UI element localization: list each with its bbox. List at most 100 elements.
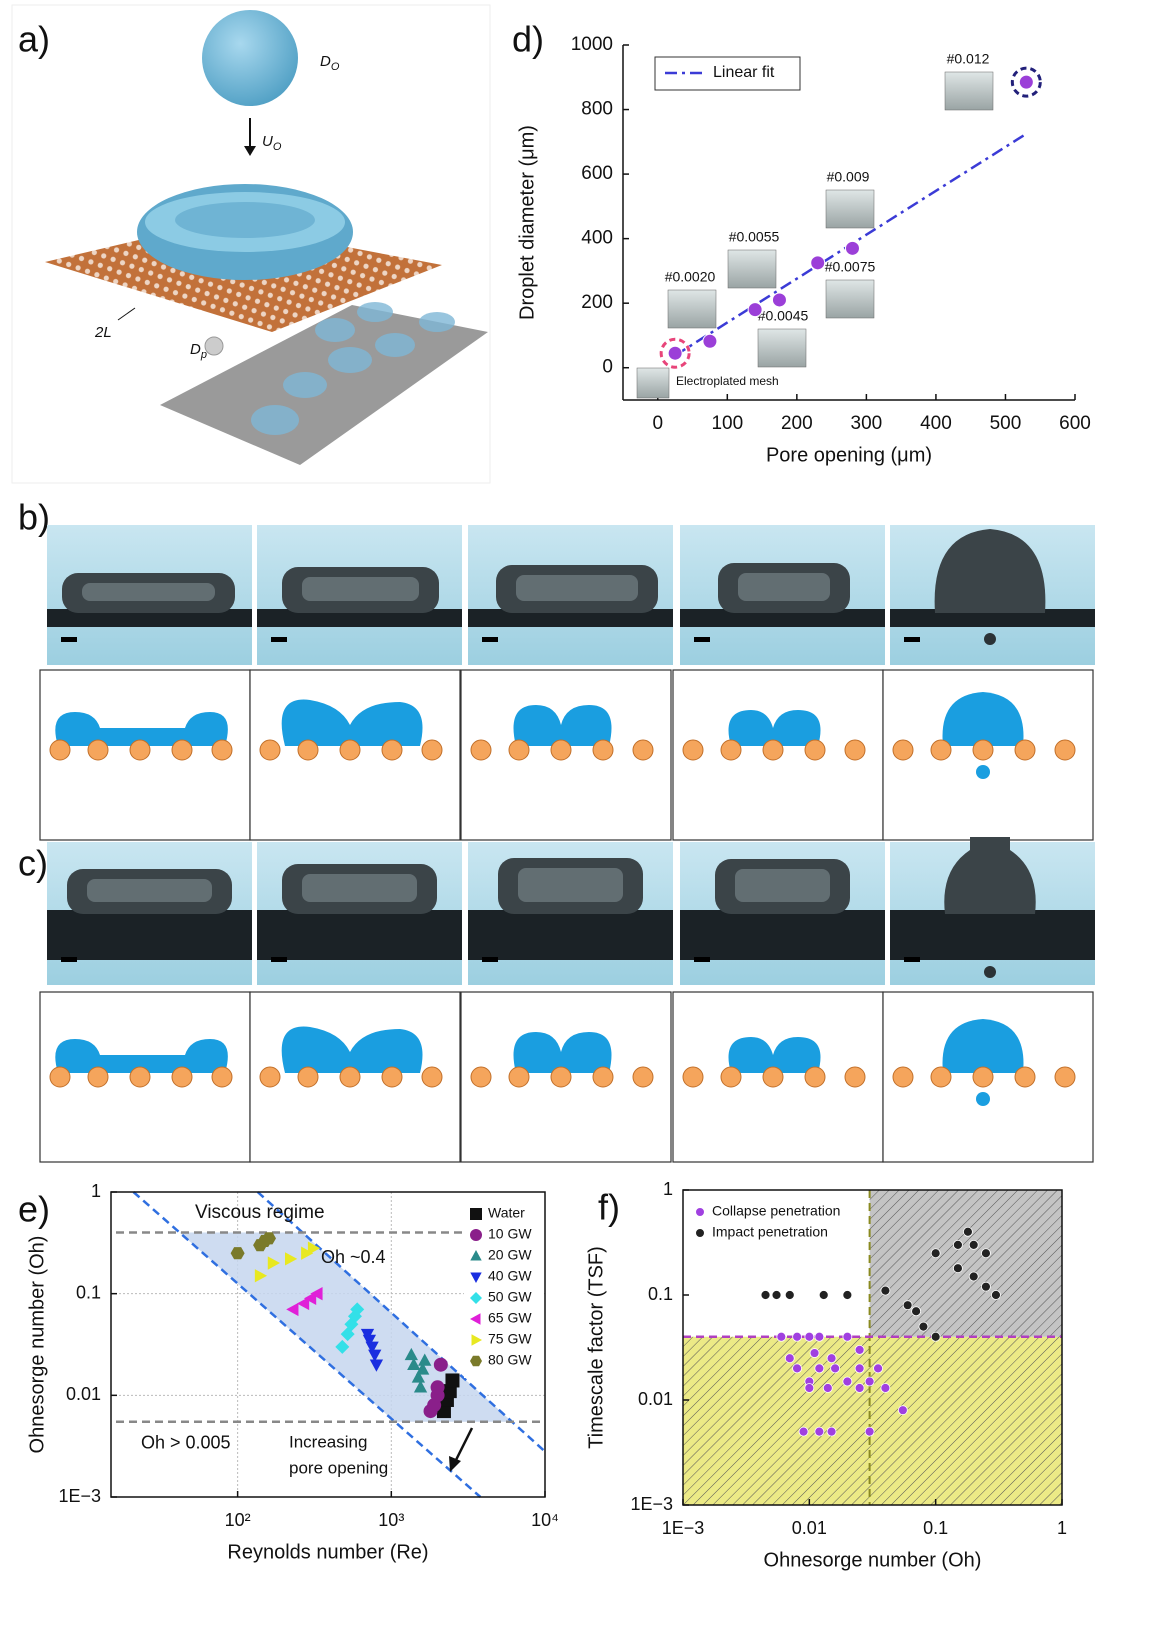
marker xyxy=(823,1384,832,1393)
label: 2L xyxy=(94,324,112,341)
y-tick-label: 1 xyxy=(91,1181,101,1201)
marker xyxy=(772,1291,781,1300)
scale-bar xyxy=(904,637,920,642)
panel-label: c) xyxy=(18,843,48,884)
y-tick-label: 0.1 xyxy=(76,1282,101,1302)
marker xyxy=(991,1291,1000,1300)
x-tick-label: 200 xyxy=(781,413,813,434)
fiber xyxy=(683,1067,703,1087)
fiber xyxy=(212,1067,232,1087)
legend-label: 20 GW xyxy=(488,1247,532,1263)
droplet-highlight xyxy=(302,577,419,601)
fiber xyxy=(88,1067,108,1087)
y-tick-label: 400 xyxy=(581,228,613,249)
region xyxy=(683,1337,1062,1505)
marker xyxy=(793,1332,802,1341)
label-main: U xyxy=(262,133,273,150)
x-tick-label: 300 xyxy=(851,413,883,434)
schematic xyxy=(250,670,460,840)
x-tick-label: 10² xyxy=(225,1510,251,1530)
marker xyxy=(855,1364,864,1373)
annotation: Viscous regime xyxy=(195,1202,325,1223)
legend-label: 10 GW xyxy=(488,1226,532,1242)
marker xyxy=(761,1291,770,1300)
schematic xyxy=(673,670,883,840)
marker xyxy=(903,1301,912,1310)
fiber xyxy=(633,1067,653,1087)
marker xyxy=(969,1240,978,1249)
fiber xyxy=(1055,740,1075,760)
marker xyxy=(981,1249,990,1258)
schematic xyxy=(40,992,250,1162)
panel-label: e) xyxy=(18,1189,50,1230)
legend-label: Collapse penetration xyxy=(712,1203,840,1219)
point-label: #0.0020 xyxy=(665,269,716,285)
fiber xyxy=(1015,740,1035,760)
label-sub: O xyxy=(331,61,340,73)
y-tick-label: 1E−3 xyxy=(630,1494,673,1514)
droplet xyxy=(202,10,298,106)
marker xyxy=(815,1364,824,1373)
point-label: #0.0055 xyxy=(729,229,780,245)
schematic xyxy=(883,992,1093,1162)
photo xyxy=(680,525,885,665)
fiber xyxy=(805,1067,825,1087)
droplet-highlight xyxy=(302,874,417,902)
marker xyxy=(831,1364,840,1373)
scale-bar xyxy=(904,957,920,962)
fiber xyxy=(845,1067,865,1087)
marker xyxy=(470,1208,482,1220)
inset-photo xyxy=(826,280,874,318)
y-tick-label: 0.01 xyxy=(66,1384,101,1404)
droplet-highlight xyxy=(82,583,215,601)
marker xyxy=(819,1291,828,1300)
fiber xyxy=(633,740,653,760)
drip xyxy=(984,633,996,645)
fiber xyxy=(382,740,402,760)
fiber xyxy=(763,740,783,760)
substrate xyxy=(257,910,462,960)
x-tick-label: 1E−3 xyxy=(662,1518,705,1538)
fiber xyxy=(382,1067,402,1087)
marker xyxy=(827,1354,836,1363)
marker xyxy=(785,1354,794,1363)
photo xyxy=(257,525,462,665)
fiber xyxy=(130,740,150,760)
fiber xyxy=(509,1067,529,1087)
marker xyxy=(855,1384,864,1393)
droplet-highlight xyxy=(516,575,638,601)
photo xyxy=(468,842,673,985)
marker xyxy=(953,1240,962,1249)
legend-label: 75 GW xyxy=(488,1331,532,1347)
y-tick-label: 0.01 xyxy=(638,1389,673,1409)
point-label: #0.0075 xyxy=(825,259,876,275)
point-label: #0.0045 xyxy=(758,308,809,324)
droplet-highlight xyxy=(518,868,623,902)
fiber xyxy=(973,740,993,760)
marker xyxy=(919,1322,928,1331)
y-tick-label: 200 xyxy=(581,292,613,313)
label-main: 2L xyxy=(94,324,112,341)
x-tick-label: 0 xyxy=(652,413,663,434)
annotation: pore opening xyxy=(289,1458,388,1477)
marker xyxy=(434,1358,448,1372)
fiber xyxy=(50,1067,70,1087)
marker xyxy=(827,1427,836,1436)
panel-label: a) xyxy=(18,19,50,60)
marker xyxy=(874,1364,883,1373)
legend-label: 50 GW xyxy=(488,1289,532,1305)
marker xyxy=(696,1208,705,1217)
schematic xyxy=(250,992,460,1162)
marker xyxy=(843,1377,852,1386)
fiber xyxy=(212,740,232,760)
photo xyxy=(468,525,673,665)
marker xyxy=(785,1291,794,1300)
point xyxy=(668,346,682,360)
y-tick-label: 1E−3 xyxy=(58,1486,101,1506)
fiber xyxy=(551,740,571,760)
legend-label: 80 GW xyxy=(488,1352,532,1368)
point-label: Electroplated mesh xyxy=(676,374,779,388)
x-tick-label: 400 xyxy=(920,413,952,434)
marker xyxy=(963,1227,972,1236)
schematic xyxy=(40,670,250,840)
